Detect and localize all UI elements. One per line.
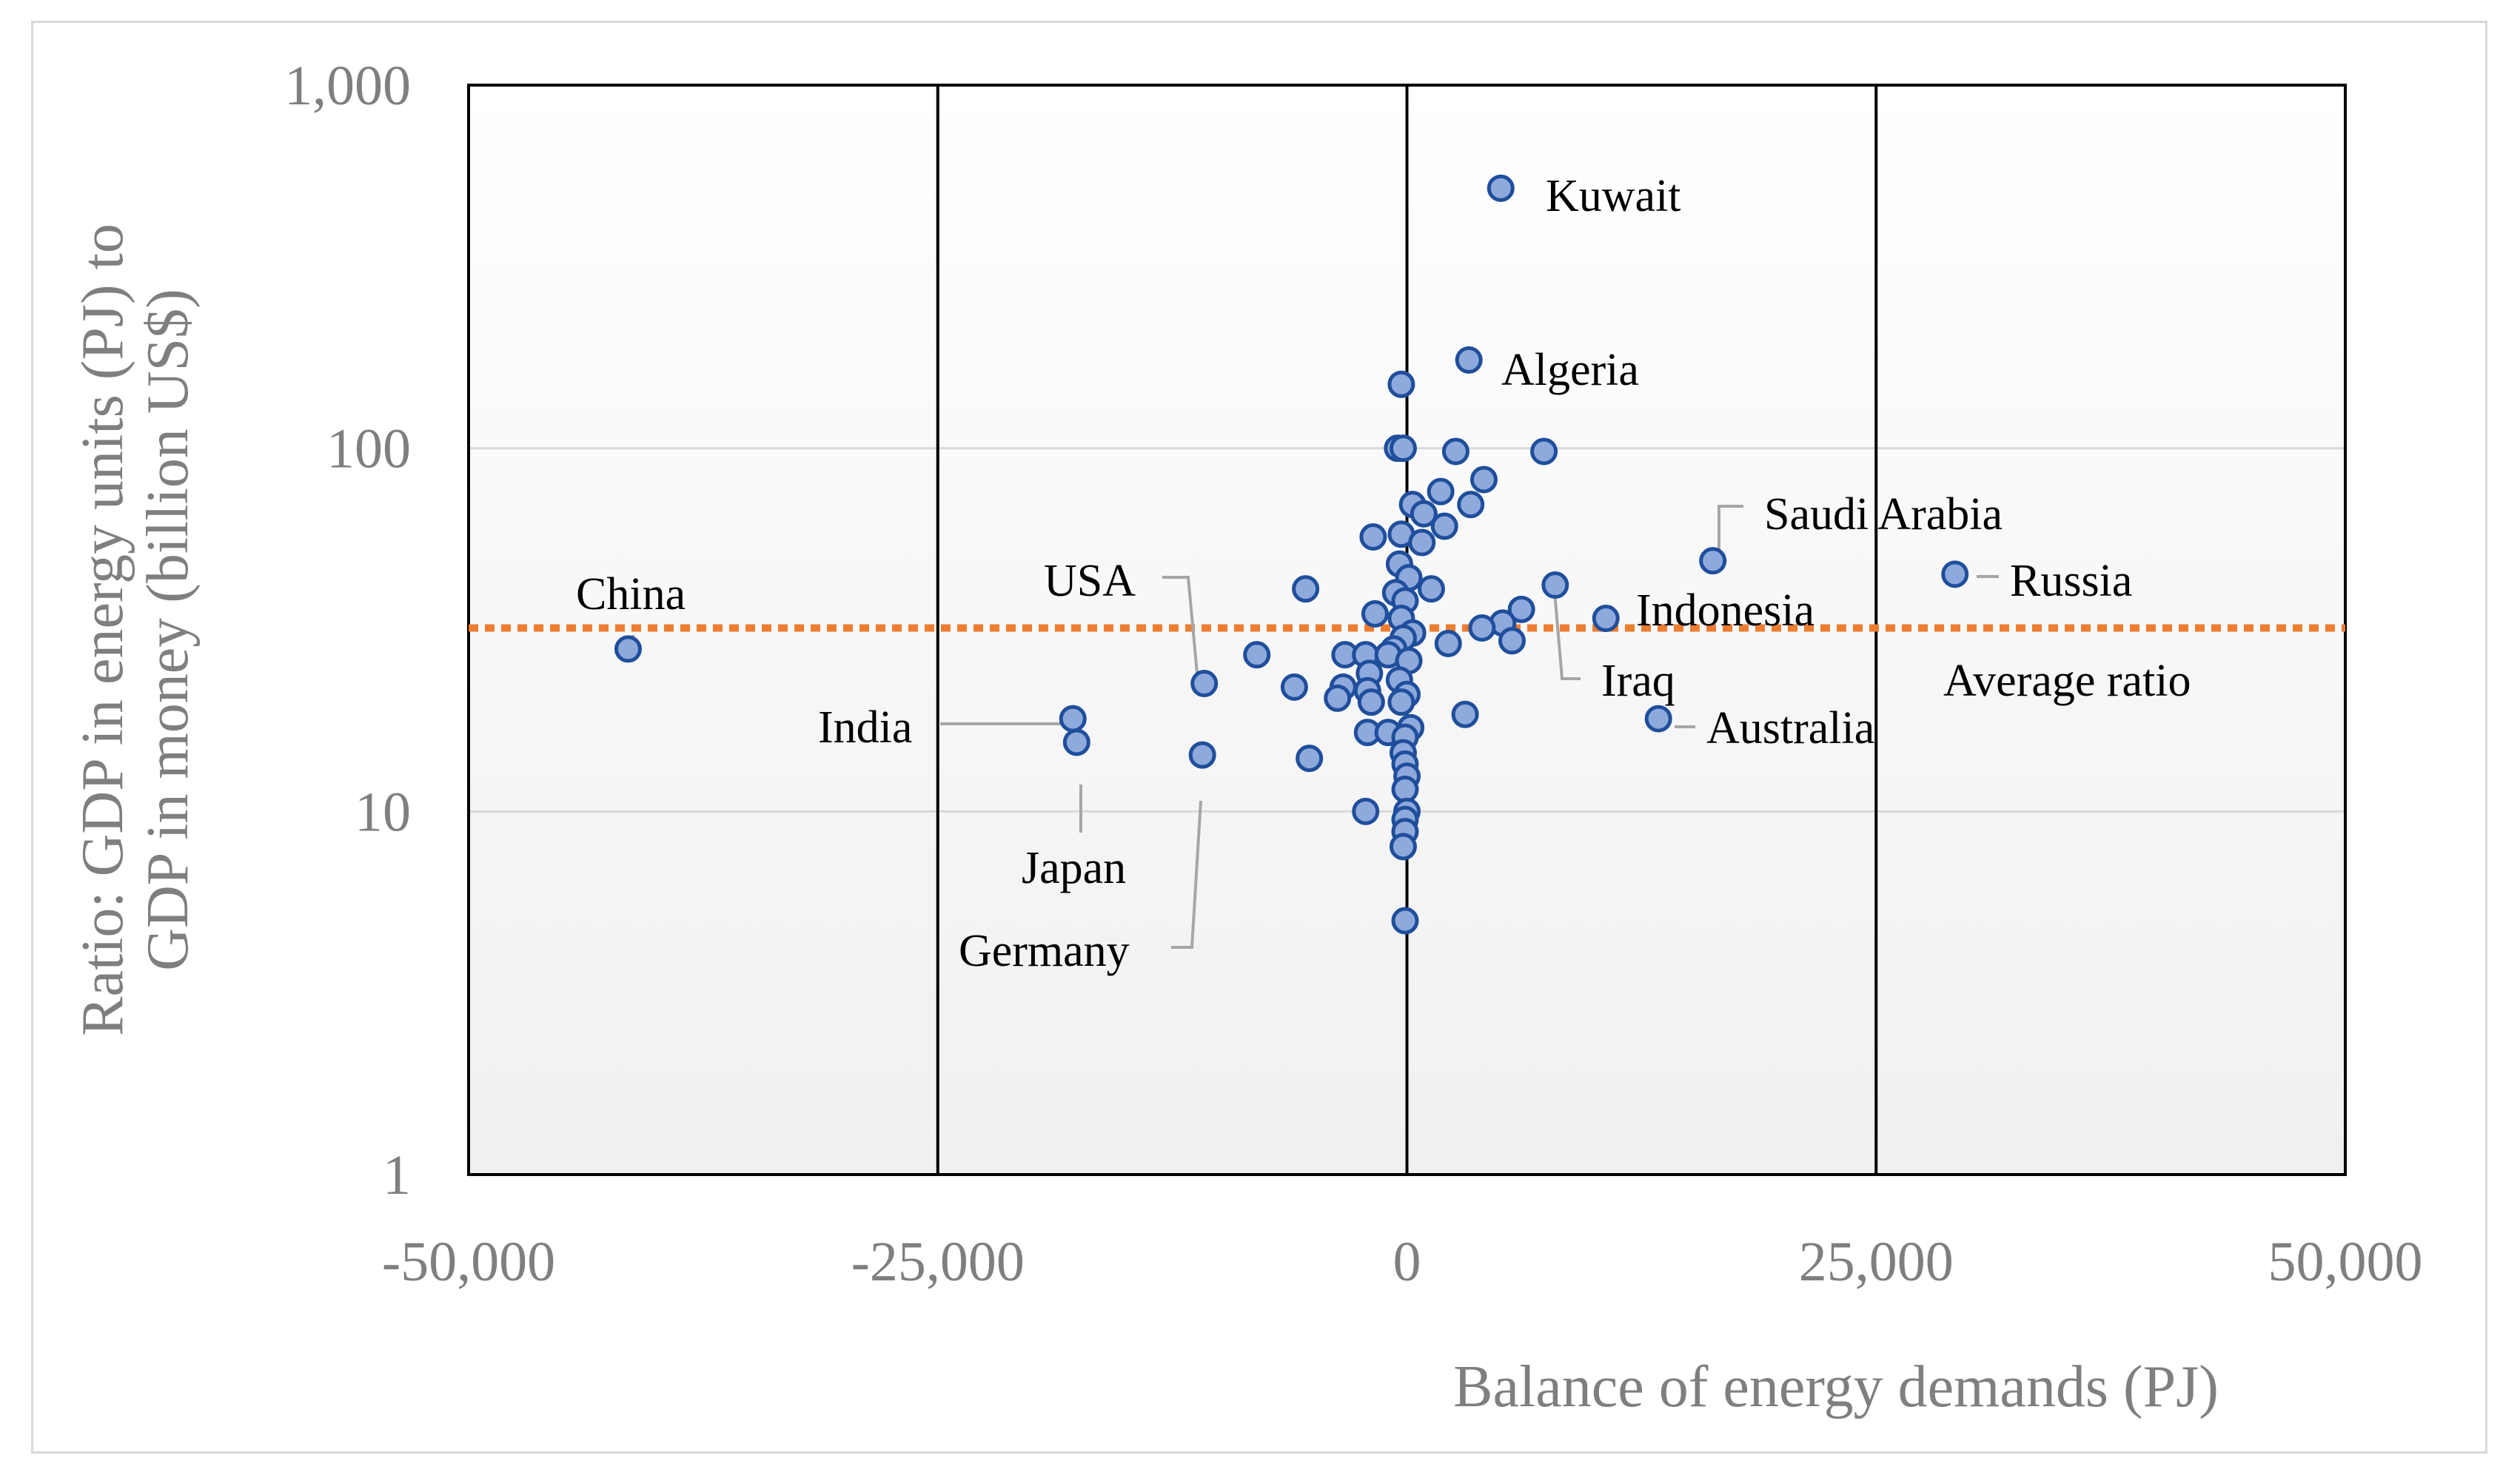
x-tick-label-0: -50,000 — [382, 1231, 555, 1293]
label-japan: Japan — [1022, 843, 1126, 893]
data-point-40 — [1434, 629, 1462, 657]
label-kuwait: Kuwait — [1546, 171, 1681, 221]
y-tick-label-1: 10 — [355, 781, 411, 843]
data-point-indonesia — [1592, 605, 1620, 633]
data-point-29 — [1292, 575, 1320, 603]
y-tick-label-0: 1 — [383, 1144, 411, 1206]
data-point-55 — [1387, 688, 1415, 716]
chart-frame — [31, 21, 2487, 1454]
data-point-21 — [1410, 500, 1438, 528]
x-tick-label-3: 25,000 — [1799, 1231, 1954, 1293]
data-point-16 — [1530, 437, 1558, 466]
label-china: China — [576, 569, 686, 619]
y-axis-title: Ratio: GDP in energy units (PJ) to GDP i… — [70, 224, 201, 1036]
y-tick-label-2: 100 — [326, 418, 411, 480]
data-point-36 — [1468, 614, 1496, 642]
data-point-56 — [1451, 700, 1479, 728]
data-point-usa — [1190, 670, 1219, 698]
x-tick-label-1: -25,000 — [851, 1231, 1025, 1293]
data-point-65 — [1391, 776, 1419, 804]
label-russia: Russia — [2010, 556, 2132, 606]
data-point-49 — [1280, 673, 1308, 701]
label-iraq: Iraq — [1601, 656, 1675, 706]
data-point-71 — [1391, 907, 1419, 935]
data-point-15 — [1441, 437, 1470, 466]
data-point-russia — [1941, 560, 1969, 588]
data-point-iraq — [1541, 571, 1569, 599]
label-india: India — [818, 702, 912, 753]
x-tick-label-2: 0 — [1393, 1231, 1421, 1293]
label-germany: Germany — [959, 926, 1130, 976]
leader-saudi-arabia — [1718, 505, 1743, 555]
data-point-india — [1059, 705, 1087, 733]
data-point-32 — [1507, 595, 1535, 623]
x-tick-label-4: 50,000 — [2268, 1231, 2423, 1293]
data-point-62 — [1296, 745, 1324, 773]
data-point-18 — [1427, 477, 1455, 505]
leader-iraq — [1553, 591, 1581, 680]
data-point-54 — [1357, 688, 1385, 716]
data-point-12 — [1387, 370, 1415, 398]
leader-lines — [631, 505, 1999, 949]
data-point-algeria — [1455, 346, 1483, 374]
y-tick-labels: 1 10 100 1,000 — [284, 55, 411, 1206]
label-australia: Australia — [1706, 703, 1874, 753]
x-axis-title: Balance of energy demands (PJ) — [1453, 1354, 2219, 1420]
data-point-22 — [1430, 512, 1458, 540]
data-point-14 — [1389, 434, 1417, 463]
y-axis-title-line-1: Ratio: GDP in energy units (PJ) to — [70, 224, 135, 1036]
data-point-24 — [1359, 523, 1387, 551]
point-labels: China India Japan USA Germany Kuwait Alg… — [576, 171, 2191, 976]
label-saudi-arabia: Saudi Arabia — [1764, 489, 2003, 540]
data-point-66 — [1352, 797, 1380, 825]
data-point-53 — [1324, 684, 1352, 712]
data-points — [614, 174, 1969, 935]
data-point-39 — [1498, 627, 1526, 655]
data-point-kuwait — [1487, 174, 1515, 202]
data-point-25 — [1408, 528, 1436, 557]
y-tick-label-3: 1,000 — [284, 55, 411, 117]
data-point-42 — [1243, 641, 1271, 669]
data-point-saudi-arabia — [1699, 547, 1727, 575]
data-point-20 — [1457, 491, 1485, 519]
data-point-china — [614, 635, 642, 663]
label-indonesia: Indonesia — [1636, 585, 1814, 636]
leader-germany — [1171, 800, 1202, 949]
data-point-70 — [1389, 833, 1417, 861]
label-usa: USA — [1044, 556, 1136, 606]
data-point-germany — [1188, 741, 1216, 769]
average-ratio-label: Average ratio — [1943, 656, 2191, 706]
data-point-japan — [1062, 728, 1090, 756]
data-point-17 — [1470, 466, 1498, 494]
y-axis-title-line-2: GDP in money (billion US$) — [135, 289, 201, 970]
data-point-28 — [1417, 575, 1445, 603]
label-algeria: Algeria — [1501, 345, 1639, 395]
leader-usa — [1162, 576, 1199, 682]
data-point-australia — [1644, 705, 1672, 733]
x-tick-labels: -50,000 -25,000 0 25,000 50,000 — [382, 1231, 2423, 1293]
data-point-33 — [1361, 599, 1389, 628]
